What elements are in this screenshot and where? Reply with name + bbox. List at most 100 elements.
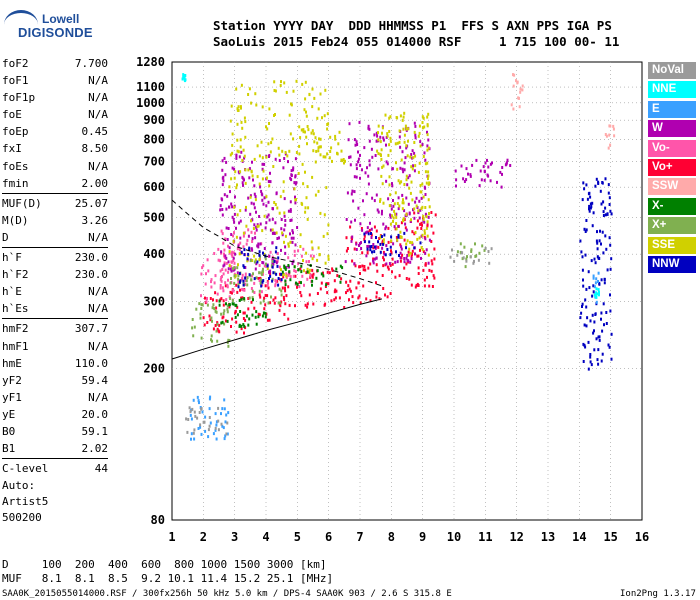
echo-point — [592, 211, 595, 215]
echo-point — [512, 107, 515, 111]
echo-point — [590, 205, 593, 209]
echo-point — [230, 277, 232, 280]
echo-point — [379, 199, 381, 203]
echo-point — [517, 96, 520, 100]
echo-point — [210, 316, 213, 320]
echo-point — [219, 204, 222, 208]
echo-point — [214, 309, 217, 313]
echo-point — [258, 182, 261, 186]
param-label: yF1 — [2, 390, 22, 404]
echo-point — [417, 272, 420, 275]
echo-point — [593, 329, 595, 333]
echo-point — [258, 258, 261, 262]
echo-point — [415, 204, 418, 208]
echo-point — [405, 213, 408, 217]
echo-point — [324, 261, 327, 265]
echo-point — [250, 201, 253, 205]
echo-point — [454, 169, 457, 173]
echo-point — [347, 138, 350, 142]
echo-point — [411, 249, 414, 253]
echo-point — [242, 264, 245, 268]
param-value: 59.4 — [81, 373, 109, 387]
echo-point — [221, 286, 224, 290]
echo-point — [210, 278, 213, 282]
param-label: hmF2 — [2, 322, 29, 336]
echo-point — [212, 298, 214, 302]
echo-point — [303, 283, 305, 287]
y-tick-label: 700 — [143, 155, 165, 169]
param-row: foE N/A — [2, 106, 108, 123]
echo-point — [407, 139, 409, 143]
echo-point — [427, 261, 430, 265]
echo-point — [322, 234, 325, 238]
echo-point — [284, 223, 287, 227]
echo-point — [223, 256, 226, 260]
echo-point — [354, 218, 356, 222]
echo-point — [212, 327, 215, 331]
echo-point — [391, 184, 394, 188]
echo-point — [596, 247, 599, 251]
echo-point — [258, 250, 261, 254]
echo-point — [258, 293, 261, 297]
echo-point — [381, 131, 383, 135]
echo-point — [400, 235, 403, 239]
echo-point — [273, 259, 276, 263]
echo-point — [255, 310, 258, 314]
echo-point — [239, 170, 242, 174]
echo-point — [238, 272, 241, 276]
echo-point — [430, 240, 433, 243]
echo-point — [219, 278, 222, 282]
echo-point — [220, 229, 223, 233]
param-label: h`Es — [2, 302, 29, 316]
echo-point — [235, 153, 238, 157]
echo-point — [405, 178, 408, 182]
echo-point — [186, 430, 189, 434]
echo-point — [351, 259, 354, 263]
echo-point — [184, 74, 187, 77]
echo-point — [276, 264, 279, 268]
echo-point — [198, 302, 201, 306]
echo-point — [281, 231, 284, 235]
echo-point — [213, 307, 216, 311]
echo-point — [326, 270, 329, 274]
echo-point — [403, 111, 406, 115]
echo-point — [254, 236, 257, 240]
echo-point — [280, 227, 283, 231]
echo-point — [396, 238, 399, 242]
echo-point — [259, 222, 262, 226]
echo-point — [403, 266, 406, 270]
echo-point — [275, 272, 278, 276]
echo-point — [295, 79, 298, 83]
echo-point — [232, 289, 235, 293]
echo-point — [403, 260, 406, 264]
echo-point — [311, 246, 314, 250]
echo-point — [364, 171, 367, 175]
echo-point — [294, 304, 296, 308]
echo-point — [389, 115, 392, 119]
echo-point — [260, 278, 262, 282]
echo-point — [289, 219, 292, 222]
echo-point — [243, 248, 246, 252]
echo-point — [316, 292, 319, 295]
echo-point — [247, 168, 250, 172]
echo-point — [362, 284, 365, 288]
echo-point — [414, 252, 416, 256]
echo-point — [271, 277, 274, 281]
echo-point — [245, 279, 248, 283]
echo-point — [289, 132, 292, 136]
echo-point — [196, 416, 199, 420]
echo-point — [603, 281, 606, 285]
echo-point — [287, 273, 290, 277]
echo-point — [263, 296, 266, 300]
echo-point — [232, 239, 235, 243]
echo-point — [261, 167, 264, 171]
echo-point — [605, 247, 608, 251]
echo-point — [483, 178, 486, 182]
echo-point — [504, 163, 507, 167]
echo-point — [253, 281, 256, 285]
x-tick-label: 7 — [356, 530, 363, 544]
echo-point — [250, 278, 253, 282]
echo-point — [274, 157, 277, 161]
echo-point — [251, 313, 254, 317]
echo-point — [606, 268, 609, 272]
